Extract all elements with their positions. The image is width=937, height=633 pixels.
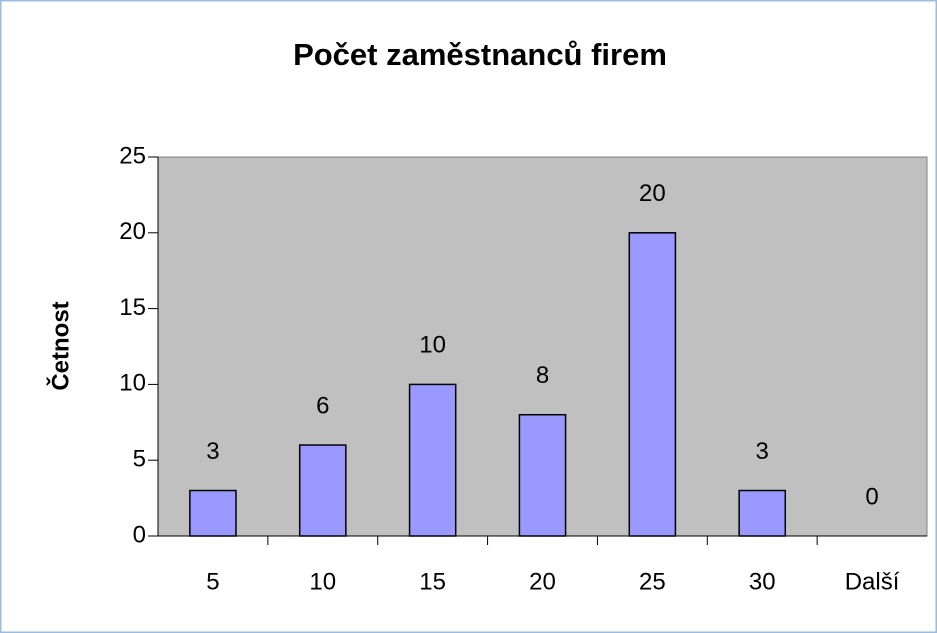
- data-label: 10: [419, 332, 446, 359]
- y-tick-label: 5: [133, 446, 146, 473]
- y-axis-label: Četnost: [46, 301, 74, 390]
- y-tick-label: 15: [119, 294, 146, 321]
- data-label: 3: [756, 438, 769, 465]
- bar: [738, 489, 787, 537]
- bar: [189, 489, 237, 537]
- y-tick-label: 20: [119, 218, 146, 245]
- data-label: 0: [865, 483, 878, 510]
- y-tick-label: 10: [119, 370, 146, 397]
- y-tick-label: 0: [133, 521, 146, 548]
- bar: [518, 413, 567, 537]
- x-tick-label: Další: [845, 568, 900, 595]
- data-label: 8: [536, 362, 549, 389]
- y-tick-label: 25: [119, 142, 146, 169]
- data-label: 3: [206, 438, 219, 465]
- x-tick-label: 5: [206, 568, 219, 595]
- x-tick-label: 10: [309, 568, 336, 595]
- data-label: 20: [639, 180, 666, 207]
- x-tick-label: 15: [419, 568, 446, 595]
- x-tick-label: 20: [529, 568, 556, 595]
- data-label: 6: [316, 392, 329, 419]
- x-tick-label: 25: [639, 568, 666, 595]
- bar: [298, 444, 347, 537]
- bar: [408, 383, 457, 537]
- chart-title: Počet zaměstnanců firem: [293, 37, 667, 72]
- x-tick-label: 30: [749, 568, 776, 595]
- bar: [628, 232, 677, 537]
